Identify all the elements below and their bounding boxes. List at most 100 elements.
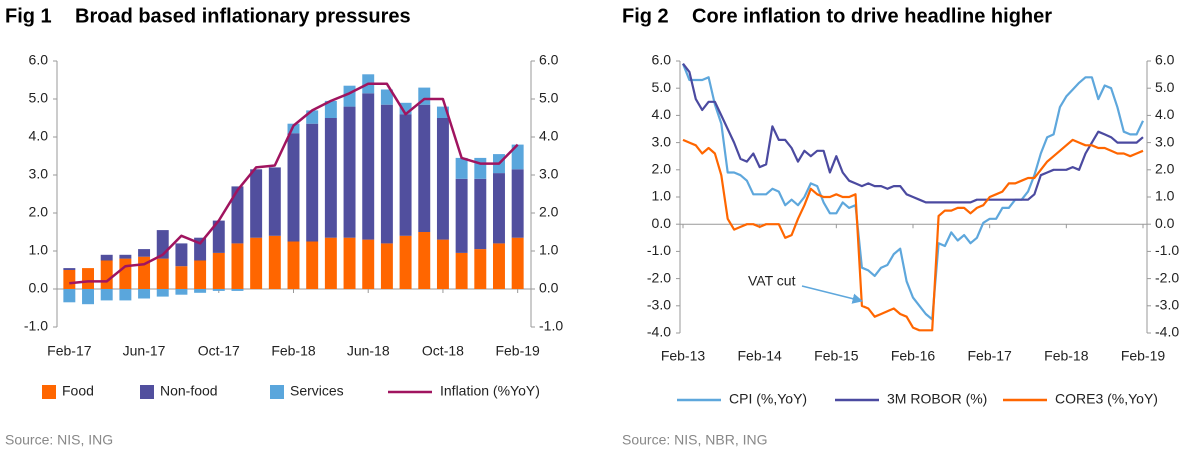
y-tick-label: 4.0 bbox=[29, 128, 49, 144]
bar bbox=[100, 254, 113, 261]
y2-tick-label: 5.0 bbox=[1155, 79, 1175, 95]
y-tick-label: 6.0 bbox=[652, 52, 672, 68]
line bbox=[681, 63, 1144, 321]
bar bbox=[511, 169, 524, 238]
y2-tick-label: -3.0 bbox=[1155, 297, 1179, 313]
x-tick-label: Feb-19 bbox=[1121, 348, 1166, 364]
bar bbox=[268, 235, 281, 289]
source: Source: NIS, NBR, ING bbox=[622, 432, 767, 448]
y2-tick-label: 2.0 bbox=[539, 204, 559, 220]
bar bbox=[306, 110, 319, 124]
bar bbox=[212, 252, 225, 289]
bar bbox=[380, 243, 393, 289]
y-tick-label: 3.0 bbox=[652, 133, 672, 149]
y2-tick-label: 6.0 bbox=[539, 52, 559, 68]
legend-label: CORE3 (%,YoY) bbox=[1055, 391, 1158, 407]
legend-label: CPI (%,YoY) bbox=[729, 391, 807, 407]
bar bbox=[324, 118, 337, 238]
legend-swatch bbox=[140, 385, 154, 399]
bar bbox=[175, 243, 188, 267]
x-tick-label: Feb-17 bbox=[967, 348, 1012, 364]
bar bbox=[436, 118, 449, 240]
y-tick-label: -3.0 bbox=[647, 297, 671, 313]
figure-number: Fig 1 bbox=[5, 5, 52, 27]
bar bbox=[100, 260, 113, 289]
bar bbox=[138, 289, 151, 299]
bar bbox=[362, 93, 375, 240]
y2-tick-label: 1.0 bbox=[1155, 188, 1175, 204]
bar bbox=[175, 266, 188, 289]
bar bbox=[63, 289, 76, 303]
bar bbox=[138, 256, 151, 289]
bar bbox=[194, 237, 207, 261]
bar bbox=[287, 133, 300, 242]
y2-tick-label: -1.0 bbox=[539, 318, 563, 334]
bar bbox=[119, 289, 132, 301]
x-tick-label: Jun-18 bbox=[347, 343, 390, 359]
source: Source: NIS, ING bbox=[5, 432, 113, 448]
bar bbox=[399, 102, 412, 115]
y2-tick-label: 2.0 bbox=[1155, 161, 1175, 177]
y2-tick-label: 0.0 bbox=[1155, 215, 1175, 231]
legend-label: 3M ROBOR (%) bbox=[887, 391, 987, 407]
bar bbox=[511, 144, 524, 170]
y-tick-label: 0.0 bbox=[652, 215, 672, 231]
bar bbox=[511, 237, 524, 289]
x-tick-label: Feb-18 bbox=[271, 343, 316, 359]
bar bbox=[287, 241, 300, 289]
bar bbox=[231, 243, 244, 289]
bar bbox=[119, 254, 132, 259]
bar bbox=[63, 270, 76, 289]
bar bbox=[436, 106, 449, 118]
x-tick-label: Feb-19 bbox=[495, 343, 540, 359]
legend-label: Non-food bbox=[160, 383, 218, 399]
x-tick-label: Oct-18 bbox=[422, 343, 464, 359]
y-tick-label: -1.0 bbox=[647, 242, 671, 258]
bar bbox=[231, 289, 244, 291]
bar bbox=[119, 258, 132, 289]
bar bbox=[455, 157, 468, 179]
bar bbox=[399, 114, 412, 236]
bar bbox=[474, 249, 487, 289]
y-tick-label: 0.0 bbox=[29, 280, 49, 296]
bar bbox=[324, 237, 337, 289]
bar bbox=[436, 239, 449, 289]
bar bbox=[212, 220, 225, 253]
x-tick-label: Feb-17 bbox=[47, 343, 92, 359]
bar bbox=[138, 249, 151, 257]
y-tick-label: -4.0 bbox=[647, 324, 671, 340]
bar bbox=[250, 237, 263, 289]
bar bbox=[175, 289, 188, 295]
x-tick-label: Feb-14 bbox=[737, 348, 782, 364]
y-tick-label: -2.0 bbox=[647, 269, 671, 285]
legend-label: Services bbox=[290, 383, 344, 399]
x-tick-label: Feb-13 bbox=[661, 348, 706, 364]
bar bbox=[231, 186, 244, 244]
y2-tick-label: -4.0 bbox=[1155, 324, 1179, 340]
bar bbox=[418, 232, 431, 289]
y2-tick-label: 4.0 bbox=[539, 128, 559, 144]
y2-tick-label: 1.0 bbox=[539, 242, 559, 258]
x-tick-label: Feb-18 bbox=[1044, 348, 1089, 364]
legend-swatch bbox=[270, 385, 284, 399]
bar bbox=[156, 258, 169, 289]
bar bbox=[194, 260, 207, 289]
y2-tick-label: 6.0 bbox=[1155, 52, 1175, 68]
figure-number: Fig 2 bbox=[622, 5, 669, 27]
bar bbox=[268, 167, 281, 236]
bar bbox=[380, 104, 393, 244]
y2-tick-label: 3.0 bbox=[1155, 133, 1175, 149]
y-tick-label: 2.0 bbox=[29, 204, 49, 220]
chart-title: Core inflation to drive headline higher bbox=[692, 5, 1052, 27]
y-tick-label: 2.0 bbox=[652, 161, 672, 177]
x-tick-label: Oct-17 bbox=[198, 343, 240, 359]
annotation-arrow bbox=[801, 285, 864, 304]
bar bbox=[194, 289, 207, 293]
x-tick-label: Feb-15 bbox=[814, 348, 859, 364]
y-tick-label: 5.0 bbox=[29, 90, 49, 106]
bar bbox=[212, 289, 225, 291]
y2-tick-label: 5.0 bbox=[539, 90, 559, 106]
x-tick-label: Feb-16 bbox=[891, 348, 936, 364]
bar bbox=[493, 243, 505, 289]
